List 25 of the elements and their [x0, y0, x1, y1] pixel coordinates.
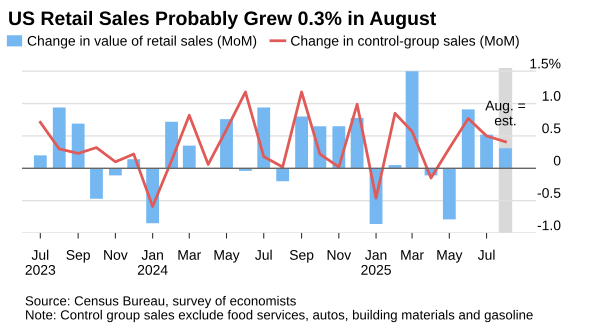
x-tick-label: May	[437, 250, 462, 263]
legend-label: Change in value of retail sales (MoM)	[28, 36, 256, 49]
y-tick-label: 0.5	[542, 123, 560, 134]
y-tick-label: 1.5%	[530, 58, 561, 68]
x-tick-label: Mar	[401, 250, 424, 260]
x-tick-label: Sep	[66, 250, 90, 263]
legend-label: Change in control-group sales (MoM)	[291, 36, 519, 49]
text: Note: Control group sales exclude food services, autos, building materials and gasoline	[26, 310, 533, 322]
x-tick-label: Nov	[104, 250, 128, 260]
chart-title: US Retail Sales Probably Grew 0.3% in August	[9, 10, 436, 30]
x-tick-label: Mar	[178, 250, 201, 260]
y-tick-label: 0	[554, 156, 560, 166]
x-tick-label: Sep	[290, 250, 314, 263]
x-tick-label: Nov	[328, 250, 352, 260]
x-tick-label: Jan 2025	[361, 250, 391, 275]
x-tick-label: Jul	[478, 250, 494, 260]
y-tick-label: -0.5	[538, 188, 560, 198]
x-tick-label: Jul	[255, 250, 272, 260]
band-label: Aug. = est.	[485, 100, 526, 126]
x-tick-label: Jul 2023	[26, 250, 56, 275]
x-tick-label: Jan 2024	[138, 250, 168, 275]
y-tick-label: 1.0	[542, 91, 560, 101]
x-tick-label: May	[214, 250, 240, 263]
y-tick-label: -1.0	[538, 220, 560, 230]
source-note: Source: Census Bureau, survey of economists	[26, 296, 296, 308]
